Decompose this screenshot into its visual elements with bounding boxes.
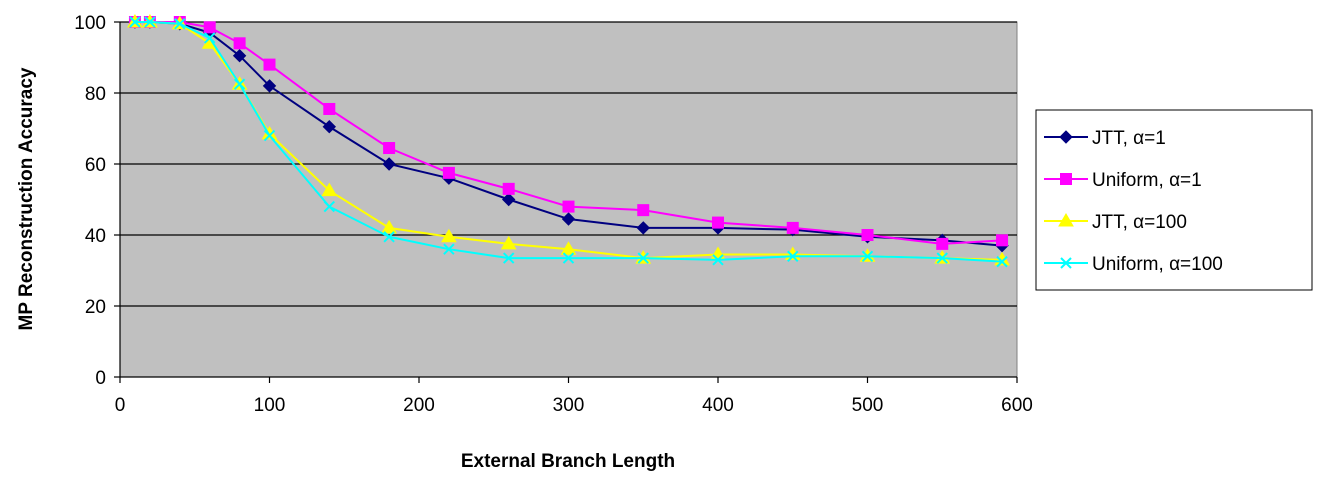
data-point bbox=[936, 252, 948, 264]
data-point bbox=[233, 37, 246, 50]
data-point bbox=[712, 216, 724, 229]
data-point bbox=[129, 16, 141, 28]
x-marker-stroke bbox=[1060, 257, 1072, 269]
data-point bbox=[562, 200, 575, 213]
data-point bbox=[174, 18, 186, 30]
data-point bbox=[861, 229, 874, 241]
x-marker-stroke bbox=[861, 250, 874, 263]
legend-label: Uniform, α=1 bbox=[1092, 170, 1202, 191]
data-point bbox=[442, 166, 455, 179]
legend-label: Uniform, α=100 bbox=[1092, 254, 1223, 275]
legend-marker bbox=[1060, 257, 1072, 269]
data-point bbox=[562, 252, 575, 264]
legend-marker bbox=[1060, 173, 1072, 185]
y-tick-label: 60 bbox=[85, 155, 106, 176]
series-1 bbox=[128, 16, 1009, 250]
x-marker-stroke bbox=[129, 16, 141, 28]
data-point bbox=[321, 182, 338, 197]
x-tick-label: 200 bbox=[403, 395, 435, 416]
x-marker-stroke bbox=[712, 254, 724, 266]
legend-box bbox=[1035, 109, 1313, 291]
data-point bbox=[786, 221, 799, 234]
data-point bbox=[637, 252, 649, 264]
legend: JTT, α=1 Uniform, α=1 JTT, α=100 Uniform, α… bbox=[1035, 109, 1313, 291]
x-marker-stroke bbox=[936, 252, 948, 264]
x-marker-stroke bbox=[233, 78, 246, 90]
data-point bbox=[382, 157, 396, 171]
data-point bbox=[712, 254, 724, 266]
data-point bbox=[322, 120, 337, 134]
x-marker-stroke bbox=[787, 250, 799, 263]
x-marker-stroke bbox=[996, 255, 1008, 268]
y-axis-title: MP Reconstruction Accuracy bbox=[16, 67, 37, 330]
data-point bbox=[232, 49, 247, 63]
data-point bbox=[441, 228, 457, 243]
y-tick-label: 100 bbox=[74, 13, 106, 34]
data-point bbox=[502, 182, 515, 195]
x-marker-stroke bbox=[502, 252, 515, 264]
data-point bbox=[144, 16, 156, 28]
x-marker-stroke bbox=[174, 18, 186, 30]
y-tick-label: 80 bbox=[85, 84, 106, 105]
x-tick-label: 100 bbox=[254, 395, 286, 416]
data-point bbox=[861, 250, 874, 263]
x-marker-stroke bbox=[203, 32, 216, 44]
x-marker-stroke bbox=[323, 200, 336, 213]
data-point bbox=[787, 250, 799, 263]
x-marker-stroke bbox=[637, 252, 649, 264]
data-point bbox=[262, 79, 277, 93]
y-tick-label: 20 bbox=[85, 297, 106, 318]
data-point bbox=[637, 204, 650, 217]
data-point bbox=[323, 102, 336, 115]
data-point bbox=[233, 78, 246, 90]
data-point bbox=[560, 241, 577, 255]
data-point bbox=[263, 58, 276, 71]
x-tick-label: 300 bbox=[553, 395, 585, 416]
series-3 bbox=[129, 16, 1008, 268]
series-layer bbox=[127, 14, 1010, 268]
x-tick-label: 500 bbox=[852, 395, 884, 416]
legend-marker bbox=[1059, 130, 1073, 144]
data-point bbox=[636, 221, 650, 235]
legend-label: JTT, α=1 bbox=[1092, 128, 1166, 149]
data-point bbox=[383, 142, 396, 155]
x-axis-title: External Branch Length bbox=[461, 451, 675, 472]
data-point bbox=[381, 219, 397, 234]
data-point bbox=[996, 234, 1009, 247]
data-point bbox=[561, 212, 576, 226]
x-marker-stroke bbox=[263, 129, 276, 142]
x-marker-stroke bbox=[144, 16, 156, 28]
x-tick-label: 600 bbox=[1001, 395, 1033, 416]
data-point bbox=[936, 237, 949, 250]
y-tick-label: 0 bbox=[95, 368, 106, 389]
legend-marker bbox=[1058, 213, 1074, 227]
data-point bbox=[263, 129, 276, 142]
data-point bbox=[443, 243, 455, 255]
data-point bbox=[383, 231, 395, 243]
x-tick-label: 0 bbox=[115, 395, 126, 416]
x-marker-stroke bbox=[562, 252, 575, 264]
data-point bbox=[323, 200, 336, 213]
x-marker-stroke bbox=[443, 243, 455, 255]
data-point bbox=[502, 252, 515, 264]
legend-label: JTT, α=100 bbox=[1092, 212, 1187, 233]
data-point bbox=[996, 255, 1008, 268]
data-point bbox=[500, 235, 517, 250]
data-point bbox=[203, 21, 216, 34]
plot-area bbox=[119, 21, 1018, 378]
data-point bbox=[203, 32, 216, 44]
axes: 0 20 40 60 80 100 0 100 200 300 400 500 600 bbox=[74, 13, 1033, 416]
data-point bbox=[501, 192, 516, 207]
x-marker-stroke bbox=[383, 231, 395, 243]
y-tick-label: 40 bbox=[85, 226, 106, 247]
x-tick-label: 400 bbox=[702, 395, 734, 416]
